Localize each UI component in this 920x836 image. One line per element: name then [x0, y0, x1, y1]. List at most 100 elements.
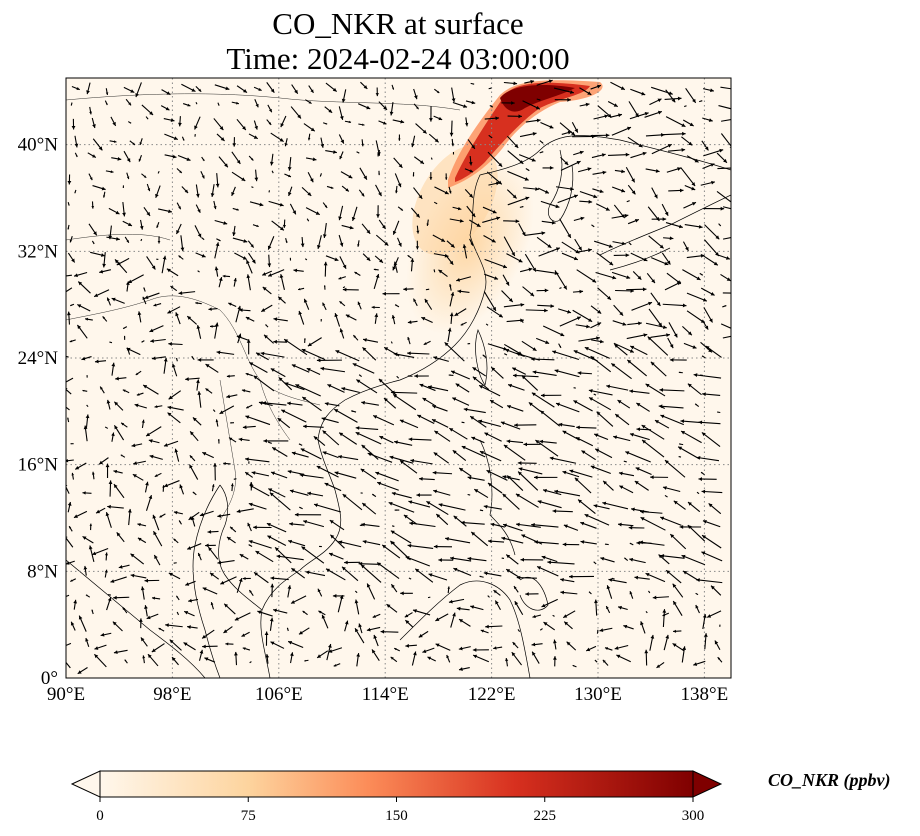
wind-arrow — [701, 489, 723, 494]
colorbar: 0 75 150 225 300 — [70, 770, 723, 824]
wind-arrow — [562, 542, 580, 547]
wind-arrow — [579, 87, 592, 96]
wind-arrow — [210, 184, 215, 197]
wind-arrow — [223, 603, 236, 615]
wind-arrow — [217, 513, 231, 518]
wind-arrow — [330, 534, 345, 549]
wind-arrow — [680, 167, 696, 187]
wind-arrow — [157, 170, 160, 174]
wind-arrow — [108, 480, 113, 497]
wind-arrow — [307, 491, 324, 497]
wind-arrow — [501, 557, 505, 559]
wind-arrow — [488, 134, 493, 139]
wind-arrow — [704, 224, 720, 240]
wind-arrow — [577, 167, 592, 173]
wind-arrow — [488, 181, 500, 186]
map-title: CO_NKR at surface — [272, 6, 524, 41]
wind-arrow — [92, 185, 106, 191]
wind-arrow — [316, 650, 329, 659]
wind-arrow — [358, 623, 363, 634]
wind-arrow — [89, 523, 93, 531]
wind-arrow — [77, 303, 91, 312]
wind-arrow — [414, 568, 434, 583]
wind-arrow — [85, 594, 91, 598]
wind-arrow — [701, 355, 706, 359]
wind-arrow — [291, 451, 309, 458]
wind-arrow — [561, 130, 572, 135]
wind-arrow — [536, 98, 541, 101]
wind-arrow — [307, 133, 311, 141]
wind-arrow — [563, 621, 573, 630]
wind-arrow — [457, 289, 470, 294]
wind-arrow — [99, 386, 105, 394]
wind-arrow — [634, 480, 649, 491]
wind-arrow — [648, 308, 663, 327]
wind-arrow — [540, 200, 560, 209]
wind-arrow — [358, 189, 365, 197]
wind-arrow — [205, 543, 216, 548]
wind-arrow — [217, 439, 220, 444]
wind-arrow — [512, 641, 519, 649]
wind-arrow — [722, 292, 731, 294]
wind-arrow — [303, 338, 306, 343]
wind-arrow — [549, 456, 577, 464]
wind-arrow — [70, 102, 73, 106]
wind-arrow — [141, 104, 154, 116]
wind-arrow — [356, 652, 361, 667]
wind-arrow — [461, 421, 465, 424]
wind-arrow — [395, 185, 398, 194]
wind-arrow — [298, 627, 310, 635]
wind-arrow — [664, 459, 686, 478]
wind-arrow — [163, 118, 175, 123]
wind-arrow — [522, 286, 535, 297]
wind-arrow — [412, 172, 415, 177]
wind-arrow — [374, 313, 379, 324]
wind-arrow — [722, 236, 731, 240]
wind-arrow — [422, 397, 435, 406]
wind-arrow — [685, 87, 697, 104]
wind-arrow — [154, 472, 162, 478]
wind-arrow — [677, 446, 700, 460]
wind-arrow — [138, 154, 143, 162]
wind-arrow — [521, 340, 537, 352]
wind-arrow — [361, 502, 377, 515]
wind-arrow — [667, 337, 674, 349]
wind-arrow — [226, 394, 238, 399]
wind-arrow — [88, 173, 93, 181]
wind-arrow — [199, 510, 214, 517]
wind-arrow — [700, 471, 705, 476]
wind-arrow — [540, 410, 561, 427]
wind-arrow — [99, 269, 112, 274]
wind-arrow — [171, 656, 179, 666]
wind-arrow — [299, 506, 303, 510]
wind-arrow — [245, 457, 270, 463]
wind-arrow — [142, 296, 147, 305]
wind-arrow — [344, 560, 361, 565]
wind-arrow — [67, 174, 72, 185]
wind-arrow — [684, 185, 696, 191]
wind-arrow — [73, 271, 88, 278]
wind-arrow — [397, 206, 404, 211]
wind-arrow — [686, 253, 705, 259]
wind-arrow — [602, 480, 614, 491]
wind-arrow — [271, 220, 285, 231]
wind-arrow — [673, 629, 682, 633]
wind-arrow — [345, 314, 357, 321]
wind-arrow — [307, 337, 322, 347]
wind-arrow — [487, 151, 503, 168]
wind-arrow — [320, 137, 325, 148]
wind-arrow — [118, 564, 130, 569]
wind-arrow — [304, 659, 309, 662]
wind-arrow — [665, 116, 686, 128]
wind-arrow — [571, 122, 579, 133]
wind-arrow — [338, 106, 344, 120]
wind-arrow — [287, 157, 292, 171]
wind-arrow — [361, 444, 379, 460]
wind-arrow — [627, 218, 640, 225]
wind-arrow — [173, 538, 179, 544]
wind-arrow — [210, 602, 214, 610]
wind-arrow — [720, 323, 731, 329]
wind-arrow — [450, 612, 456, 628]
wind-arrow — [554, 270, 568, 290]
wind-arrow — [202, 644, 218, 649]
